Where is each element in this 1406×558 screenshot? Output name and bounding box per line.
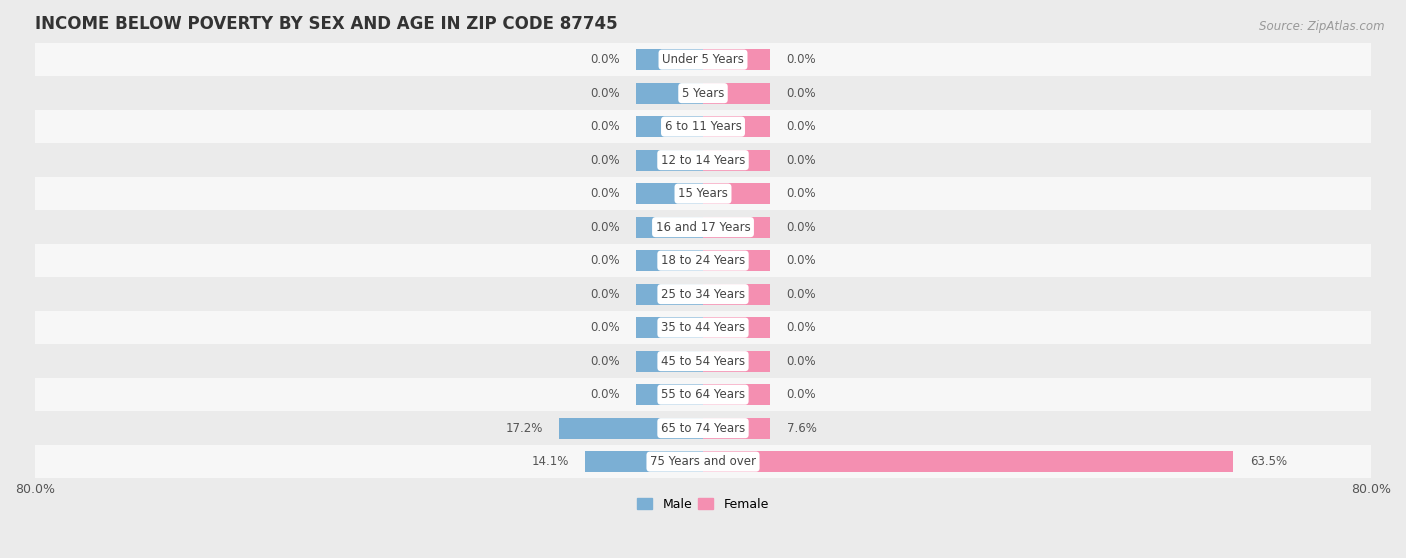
Bar	[35, 445, 1371, 478]
Bar	[585, 451, 703, 472]
Text: 0.0%: 0.0%	[786, 355, 815, 368]
Text: 0.0%: 0.0%	[786, 120, 815, 133]
Text: 65 to 74 Years: 65 to 74 Years	[661, 422, 745, 435]
Bar	[35, 210, 1371, 244]
Text: 0.0%: 0.0%	[591, 254, 620, 267]
Text: Source: ZipAtlas.com: Source: ZipAtlas.com	[1260, 20, 1385, 32]
Text: INCOME BELOW POVERTY BY SEX AND AGE IN ZIP CODE 87745: INCOME BELOW POVERTY BY SEX AND AGE IN Z…	[35, 15, 617, 33]
Text: 0.0%: 0.0%	[591, 86, 620, 100]
Text: 0.0%: 0.0%	[591, 153, 620, 167]
Bar	[35, 378, 1371, 411]
Bar	[636, 116, 703, 137]
Bar	[636, 318, 703, 338]
Text: 15 Years: 15 Years	[678, 187, 728, 200]
Bar	[703, 150, 770, 171]
Text: 35 to 44 Years: 35 to 44 Years	[661, 321, 745, 334]
Bar	[636, 284, 703, 305]
Text: 55 to 64 Years: 55 to 64 Years	[661, 388, 745, 401]
Text: 75 Years and over: 75 Years and over	[650, 455, 756, 468]
Text: 45 to 54 Years: 45 to 54 Years	[661, 355, 745, 368]
Bar	[636, 49, 703, 70]
Bar	[636, 351, 703, 372]
Text: 0.0%: 0.0%	[786, 287, 815, 301]
Text: 0.0%: 0.0%	[786, 388, 815, 401]
Bar	[636, 217, 703, 238]
Text: 0.0%: 0.0%	[786, 321, 815, 334]
Text: 0.0%: 0.0%	[786, 86, 815, 100]
Text: 0.0%: 0.0%	[591, 187, 620, 200]
Text: 0.0%: 0.0%	[786, 153, 815, 167]
Text: 6 to 11 Years: 6 to 11 Years	[665, 120, 741, 133]
Bar	[560, 418, 703, 439]
Text: 5 Years: 5 Years	[682, 86, 724, 100]
Text: 25 to 34 Years: 25 to 34 Years	[661, 287, 745, 301]
Text: 18 to 24 Years: 18 to 24 Years	[661, 254, 745, 267]
Bar	[35, 177, 1371, 210]
Bar	[703, 250, 770, 271]
Bar	[35, 43, 1371, 76]
Text: 0.0%: 0.0%	[786, 254, 815, 267]
Text: 0.0%: 0.0%	[591, 355, 620, 368]
Bar	[35, 110, 1371, 143]
Bar	[703, 418, 770, 439]
Bar	[636, 384, 703, 405]
Bar	[35, 411, 1371, 445]
Bar	[703, 217, 770, 238]
Bar	[636, 150, 703, 171]
Text: 63.5%: 63.5%	[1250, 455, 1286, 468]
Bar	[703, 83, 770, 104]
Text: 14.1%: 14.1%	[531, 455, 568, 468]
Bar	[703, 49, 770, 70]
Text: Under 5 Years: Under 5 Years	[662, 53, 744, 66]
Text: 7.6%: 7.6%	[786, 422, 817, 435]
Text: 0.0%: 0.0%	[591, 220, 620, 234]
Text: 0.0%: 0.0%	[591, 388, 620, 401]
Bar	[35, 277, 1371, 311]
Text: 0.0%: 0.0%	[786, 53, 815, 66]
Text: 0.0%: 0.0%	[786, 187, 815, 200]
Text: 17.2%: 17.2%	[505, 422, 543, 435]
Bar	[35, 311, 1371, 344]
Bar	[703, 451, 1233, 472]
Legend: Male, Female: Male, Female	[633, 493, 773, 516]
Bar	[35, 344, 1371, 378]
Text: 0.0%: 0.0%	[591, 321, 620, 334]
Bar	[703, 183, 770, 204]
Bar	[35, 143, 1371, 177]
Text: 0.0%: 0.0%	[591, 120, 620, 133]
Bar	[35, 76, 1371, 110]
Bar	[35, 244, 1371, 277]
Bar	[703, 318, 770, 338]
Bar	[703, 351, 770, 372]
Bar	[636, 250, 703, 271]
Bar	[703, 116, 770, 137]
Bar	[636, 183, 703, 204]
Bar	[703, 284, 770, 305]
Text: 0.0%: 0.0%	[591, 287, 620, 301]
Text: 0.0%: 0.0%	[591, 53, 620, 66]
Text: 16 and 17 Years: 16 and 17 Years	[655, 220, 751, 234]
Text: 12 to 14 Years: 12 to 14 Years	[661, 153, 745, 167]
Text: 0.0%: 0.0%	[786, 220, 815, 234]
Bar	[636, 83, 703, 104]
Bar	[703, 384, 770, 405]
